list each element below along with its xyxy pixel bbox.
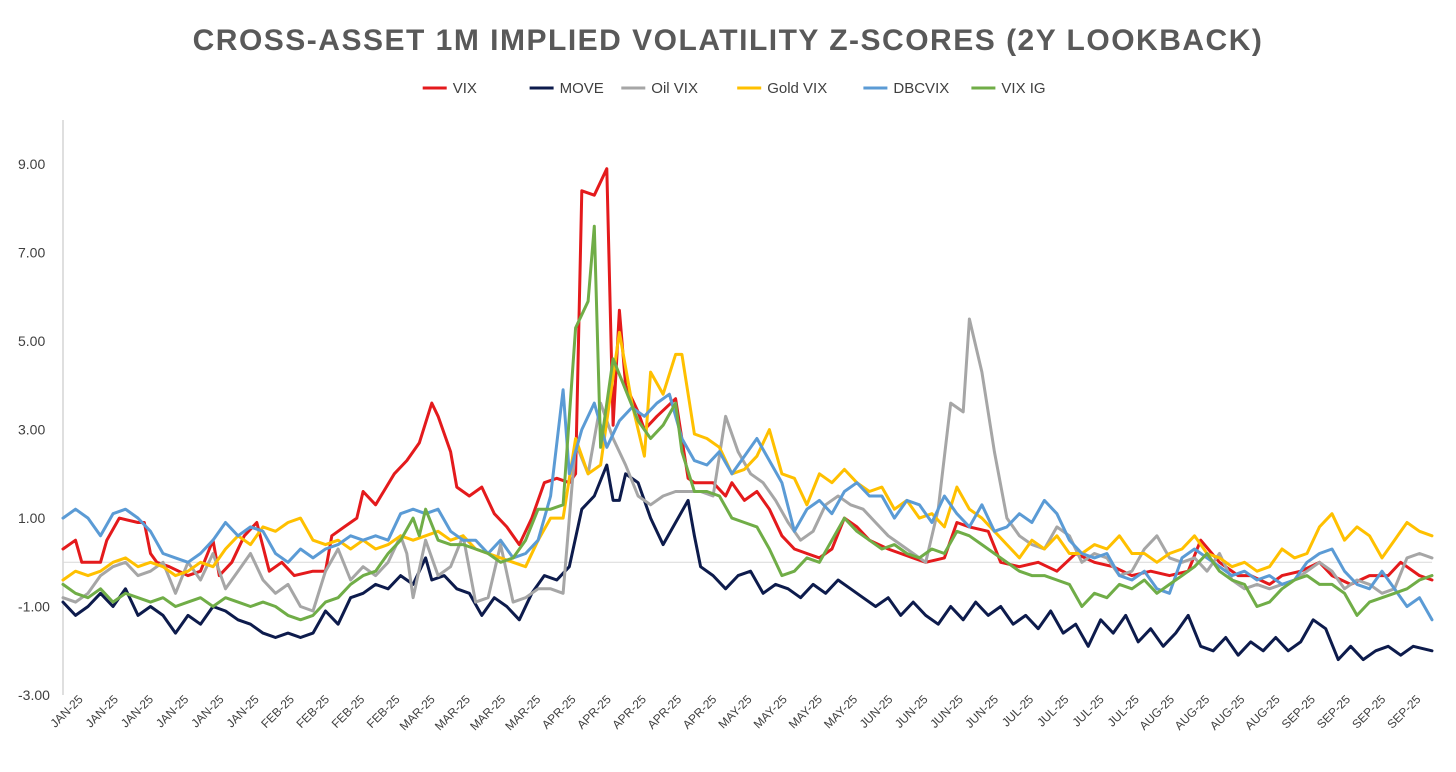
x-tick-label: MAY-25 bbox=[715, 692, 754, 731]
x-tick-label: APR-25 bbox=[574, 692, 614, 732]
x-tick-label: FEB-25 bbox=[258, 692, 297, 731]
x-tick-label: JUN-25 bbox=[927, 692, 966, 731]
x-tick-label: JUN-25 bbox=[962, 692, 1001, 731]
x-tick-label: MAR-25 bbox=[397, 692, 438, 733]
x-tick-label: APR-25 bbox=[645, 692, 685, 732]
x-tick-label: JUL-25 bbox=[999, 692, 1036, 729]
x-tick-label: APR-25 bbox=[609, 692, 649, 732]
legend-label: VIX bbox=[453, 80, 477, 97]
x-tick-label: MAY-25 bbox=[821, 692, 860, 731]
legend-label: Oil VIX bbox=[651, 80, 698, 97]
x-tick-label: SEP-25 bbox=[1349, 692, 1388, 731]
x-tick-label: SEP-25 bbox=[1279, 692, 1318, 731]
x-tick-label: MAR-25 bbox=[502, 692, 543, 733]
series-line-move bbox=[61, 463, 1434, 662]
x-tick-label: JUN-25 bbox=[892, 692, 931, 731]
x-tick-label: AUG-25 bbox=[1207, 692, 1248, 733]
y-tick-label: 9.00 bbox=[18, 156, 45, 172]
legend: VIX MOVE Oil VIX Gold VIX DBCVIX VIX IG bbox=[422, 80, 1046, 97]
x-tick-label: JAN-25 bbox=[48, 692, 86, 730]
x-tick-label: JAN-25 bbox=[188, 692, 226, 730]
x-tick-label: MAR-25 bbox=[432, 692, 473, 733]
legend-label: Gold VIX bbox=[767, 80, 827, 97]
x-tick-label: AUG-25 bbox=[1242, 692, 1283, 733]
legend-label: MOVE bbox=[560, 80, 604, 97]
x-tick-label: JAN-25 bbox=[118, 692, 156, 730]
x-tick-label: FEB-25 bbox=[293, 692, 332, 731]
y-tick-label: 5.00 bbox=[18, 333, 45, 349]
y-axis: 9.00 7.00 5.00 3.00 1.00 -1.00 -3.00 bbox=[18, 120, 64, 703]
x-tick-label: APR-25 bbox=[680, 692, 720, 732]
x-tick-label: AUG-25 bbox=[1172, 692, 1213, 733]
x-tick-label: FEB-25 bbox=[329, 692, 368, 731]
x-tick-label: JUN-25 bbox=[857, 692, 896, 731]
x-tick-label: SEP-25 bbox=[1384, 692, 1423, 731]
x-tick-label: FEB-25 bbox=[364, 692, 403, 731]
x-tick-label: JUL-25 bbox=[1034, 692, 1071, 729]
x-tick-label: JAN-25 bbox=[224, 692, 262, 730]
y-tick-label: 7.00 bbox=[18, 245, 45, 261]
y-tick-label: -3.00 bbox=[18, 687, 50, 703]
x-tick-label: JAN-25 bbox=[83, 692, 121, 730]
legend-label: VIX IG bbox=[1001, 80, 1045, 97]
legend-label: DBCVIX bbox=[893, 80, 949, 97]
series-line-oil-vix bbox=[61, 317, 1434, 613]
x-tick-label: MAY-25 bbox=[786, 692, 825, 731]
series-line-dbcvix bbox=[61, 388, 1434, 622]
chart-title: CROSS-ASSET 1M IMPLIED VOLATILITY Z-SCOR… bbox=[193, 24, 1264, 57]
y-tick-label: 3.00 bbox=[18, 422, 45, 438]
series-line-vix-ig bbox=[61, 224, 1434, 622]
x-tick-label: JUL-25 bbox=[1069, 692, 1106, 729]
x-tick-label: SEP-25 bbox=[1314, 692, 1353, 731]
x-tick-label: AUG-25 bbox=[1137, 692, 1178, 733]
x-tick-label: MAY-25 bbox=[751, 692, 790, 731]
series-line-gold-vix bbox=[61, 330, 1434, 582]
series-lines bbox=[61, 167, 1434, 662]
x-tick-label: MAR-25 bbox=[467, 692, 508, 733]
y-tick-label: 1.00 bbox=[18, 510, 45, 526]
y-tick-label: -1.00 bbox=[18, 599, 50, 615]
x-tick-label: APR-25 bbox=[539, 692, 579, 732]
x-tick-label: JAN-25 bbox=[153, 692, 191, 730]
x-axis: JAN-25JAN-25JAN-25JAN-25JAN-25JAN-25FEB-… bbox=[48, 692, 1424, 733]
